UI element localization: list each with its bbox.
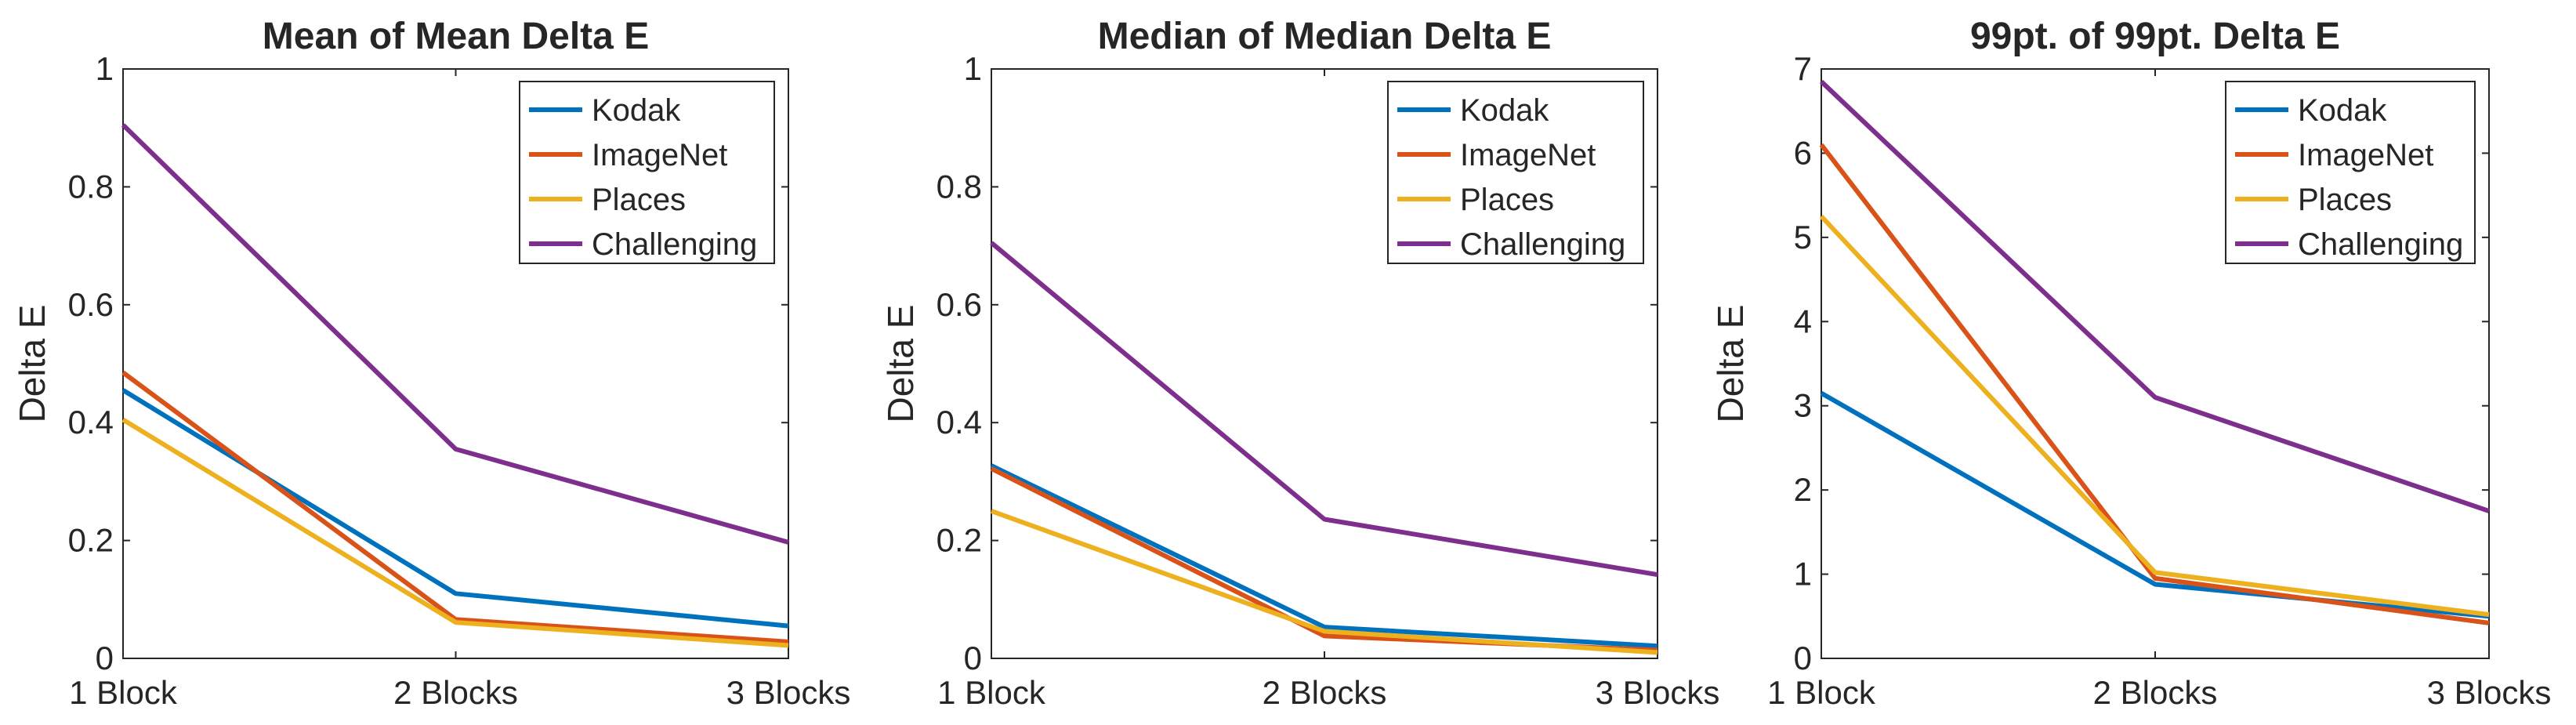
series-line-challenging bbox=[1819, 79, 2490, 513]
legend-label: Challenging bbox=[1460, 227, 1625, 262]
y-tick-label: 0.8 bbox=[937, 168, 982, 205]
y-tick-label: 4 bbox=[1794, 303, 1812, 339]
x-tick-label: 3 Blocks bbox=[1596, 674, 1720, 711]
legend-label: Kodak bbox=[2298, 93, 2387, 128]
y-tick-label: 0.6 bbox=[68, 286, 114, 323]
y-tick-label: 6 bbox=[1794, 134, 1812, 171]
x-tick-label: 1 Block bbox=[69, 674, 178, 711]
y-tick-label: 5 bbox=[1794, 219, 1812, 256]
y-tick-label: 1 bbox=[1794, 556, 1812, 593]
legend: Kodak ImageNet Places Challenging bbox=[2225, 81, 2476, 264]
y-axis-label: Delta E bbox=[12, 305, 53, 423]
series-line-places bbox=[990, 509, 1658, 655]
legend-label: Challenging bbox=[592, 227, 757, 262]
y-tick-label: 0 bbox=[96, 640, 114, 676]
legend-label: Kodak bbox=[1460, 93, 1549, 128]
y-tick-label: 1 bbox=[96, 50, 114, 87]
legend-label: Challenging bbox=[2298, 227, 2463, 262]
x-tick-label: 3 Blocks bbox=[2427, 674, 2552, 711]
y-tick-label: 1 bbox=[964, 50, 982, 87]
series-line-imagenet bbox=[1819, 143, 2490, 625]
series-line-imagenet bbox=[121, 370, 789, 644]
y-tick-label: 3 bbox=[1794, 387, 1812, 424]
series-line-kodak bbox=[990, 463, 1658, 649]
y-tick-label: 0.4 bbox=[68, 404, 114, 440]
legend-label: Places bbox=[1460, 183, 1554, 217]
x-tick-label: 2 Blocks bbox=[2093, 674, 2218, 711]
y-tick-label: 7 bbox=[1794, 50, 1812, 87]
legend-box bbox=[2225, 81, 2476, 264]
series-line-kodak bbox=[121, 388, 789, 629]
x-tick-label: 2 Blocks bbox=[1263, 674, 1387, 711]
legend-label: ImageNet bbox=[1460, 138, 1596, 172]
chart-panel-2: Median of Median Delta E Delta E 0 0.2 0.4 0.… bbox=[880, 16, 1719, 711]
legend-label: Places bbox=[2298, 183, 2392, 217]
y-axis-label: Delta E bbox=[1710, 305, 1751, 423]
x-tick-label: 3 Blocks bbox=[726, 674, 851, 711]
series-line-places bbox=[1819, 214, 2490, 618]
series-line-challenging bbox=[990, 241, 1658, 578]
chart-panel-1: Mean of Mean Delta E Delta E 0 0.2 0.4 0.6 0.8… bbox=[12, 16, 850, 711]
y-tick-label: 0.6 bbox=[937, 286, 982, 323]
chart-title: Median of Median Delta E bbox=[1098, 16, 1552, 57]
y-tick-label: 0.2 bbox=[68, 522, 114, 559]
legend-label: ImageNet bbox=[592, 138, 727, 172]
chart-title: 99pt. of 99pt. Delta E bbox=[1970, 16, 2340, 57]
series-line-kodak bbox=[1820, 390, 2490, 619]
y-tick-label: 0.2 bbox=[937, 522, 982, 559]
x-tick-label: 2 Blocks bbox=[393, 674, 518, 711]
y-tick-label: 0.4 bbox=[937, 404, 982, 440]
chart-title: Mean of Mean Delta E bbox=[263, 16, 649, 57]
series-line-challenging bbox=[121, 123, 789, 545]
chart-panel-3: 99pt. of 99pt. Delta E Delta E 0 1 2 3 4 5 6 7 1 B… bbox=[1710, 16, 2551, 711]
y-tick-label: 2 bbox=[1794, 471, 1812, 508]
x-tick-label: 1 Block bbox=[937, 674, 1046, 711]
series-line-places bbox=[121, 417, 789, 648]
legend-label: ImageNet bbox=[2298, 138, 2433, 172]
y-tick-label: 0.8 bbox=[68, 168, 114, 205]
y-axis-label: Delta E bbox=[880, 305, 921, 423]
x-tick-label: 1 Block bbox=[1767, 674, 1876, 711]
y-tick-label: 0 bbox=[1794, 640, 1812, 676]
legend-label: Places bbox=[592, 183, 686, 217]
legend: Kodak ImageNet Places Challenging bbox=[519, 81, 775, 264]
legend: Kodak ImageNet Places Challenging bbox=[1387, 81, 1644, 264]
y-tick-label: 0 bbox=[964, 640, 982, 676]
legend-label: Kodak bbox=[592, 93, 681, 128]
